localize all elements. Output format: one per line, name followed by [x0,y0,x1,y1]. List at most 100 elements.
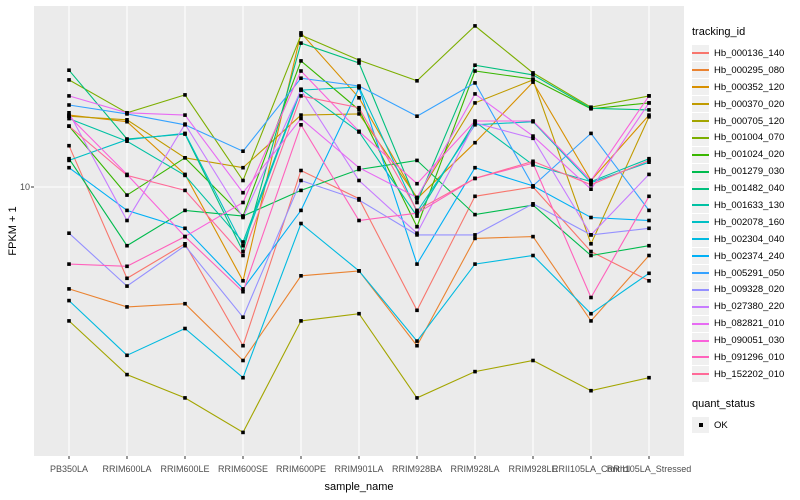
data-point [473,92,477,96]
data-point [67,94,71,98]
data-point [183,396,187,400]
data-point [589,253,593,258]
legend-line-icon [692,288,709,291]
legend-item-label: Hb_152202_010 [714,368,785,380]
data-point [473,233,477,237]
data-point [531,358,535,363]
data-point [357,108,361,112]
data-point [531,136,535,141]
x-tick-label: RRIM600LA [102,464,151,474]
data-point [473,119,477,123]
legend-line-icon [692,322,709,325]
legend-item-Hb_001024_020: Hb_001024_020 [692,146,798,163]
x-tick-label: RRII105LA_Control [552,464,630,474]
legend-item-label: Hb_001024_020 [714,149,785,161]
data-point [241,315,245,319]
legend-line-icon [692,86,709,89]
data-point [241,190,245,195]
data-point [647,115,651,119]
x-tick-label: RRIM928LE [508,464,557,474]
data-point [299,113,303,117]
legend-item-label: Hb_000705_120 [714,115,785,127]
legend-item-quant-OK: OK [692,417,798,434]
data-point [183,122,187,126]
data-point [415,200,419,205]
legend-item-Hb_002374_240: Hb_002374_240 [692,248,798,265]
legend-item-label: Hb_002078_160 [714,216,785,228]
data-point [125,173,129,178]
legend-item-Hb_090051_030: Hb_090051_030 [692,332,798,349]
data-point [241,287,245,291]
data-point [183,234,187,239]
data-point [589,388,593,393]
data-point [67,114,71,118]
data-point [67,78,71,82]
data-point [473,101,477,105]
data-point [299,69,303,73]
legend-item-label: Hb_000352_120 [714,81,785,93]
data-point [473,24,477,28]
legend-item-label: Hb_090051_030 [714,335,785,347]
data-point [415,181,419,186]
legend-item-Hb_000136_140: Hb_000136_140 [692,45,798,62]
data-point [299,31,303,35]
data-point [183,243,187,248]
data-point [531,184,535,188]
data-point [473,63,477,67]
data-point [357,311,361,316]
data-point [183,173,187,178]
legend-line-icon [692,255,709,258]
data-point [473,262,477,266]
x-tick-label: RRIM928BA [392,464,442,474]
data-point [241,243,245,248]
data-point [531,73,535,77]
legend-line-icon [692,356,709,359]
legend-key-swatch [692,197,709,214]
data-point [125,119,129,124]
data-point [125,305,129,309]
data-point [125,372,129,377]
legend-item-Hb_091296_010: Hb_091296_010 [692,349,798,366]
data-point [647,271,651,276]
data-point [473,81,477,85]
data-point [415,231,419,235]
legend-item-Hb_002304_040: Hb_002304_040 [692,231,798,248]
axis-ticks [31,186,650,459]
legend-key-swatch [692,163,709,180]
data-point [357,105,361,110]
data-point [589,131,593,136]
data-point [647,101,651,105]
data-point [647,226,651,231]
legend-key-swatch [692,366,709,383]
data-point [125,193,129,197]
legend-item-label: Hb_000370_020 [714,98,785,110]
legend-key-swatch [692,113,709,129]
data-point [299,116,303,121]
legend-item-label: Hb_002304_040 [714,233,785,245]
data-point [125,137,129,142]
x-tick-label: RRIM600SE [218,464,268,474]
data-points [67,24,651,435]
data-point [125,218,129,223]
data-point [299,319,303,323]
data-point [241,343,245,348]
data-point [473,140,477,145]
data-point [473,123,477,127]
data-point [647,94,651,98]
legend-item-label: Hb_001004_070 [714,132,785,144]
data-point [589,106,593,111]
data-point [183,326,187,331]
data-point [241,375,245,380]
legend-line-icon [692,339,709,342]
data-point [67,68,71,72]
data-point [531,159,535,164]
legend-key-swatch [692,180,709,197]
data-point [299,221,303,226]
data-point [357,218,361,223]
data-point [531,80,535,84]
data-point [241,178,245,183]
data-point [589,180,593,185]
data-point [473,121,477,125]
legend-item-label: Hb_091296_010 [714,351,785,363]
